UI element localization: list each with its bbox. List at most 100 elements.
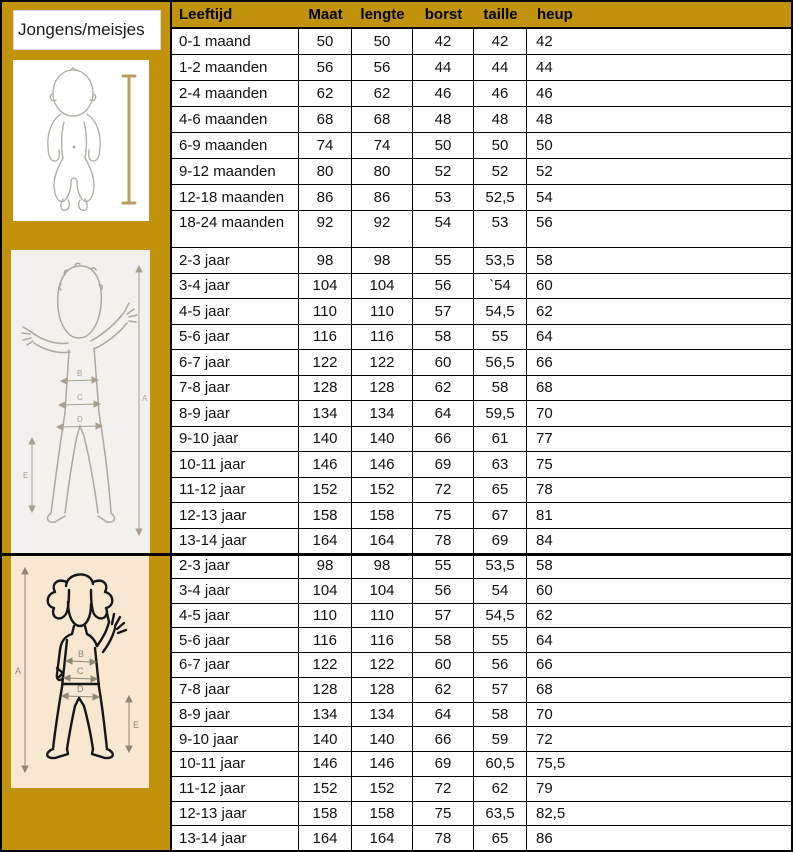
value-cell: 78 <box>413 528 474 553</box>
value-cell: 72 <box>413 477 474 502</box>
table-row: 4-5 jaar 110 110 57 54,5 62 <box>172 299 791 325</box>
value-cell: 56 <box>299 54 352 80</box>
table-section-girls: 2-3 jaar 98 98 55 53,5 58 3-4 jaar 104 104 56 54 60… <box>172 554 791 850</box>
value-cell: 75 <box>413 503 474 528</box>
value-cell: 62 <box>299 80 352 106</box>
value-cell: 98 <box>299 554 352 578</box>
value-cell: 66 <box>536 656 553 674</box>
value-cell: 140 <box>299 426 352 451</box>
value-cell: 52 <box>536 162 553 180</box>
value-cell: 62 <box>413 375 474 400</box>
value-cell: 56 <box>536 213 553 231</box>
table-row: 7-8 jaar 128 128 62 58 68 <box>172 375 791 401</box>
value-cell: 110 <box>299 299 352 324</box>
value-cell: 64 <box>536 631 553 649</box>
value-cell: 104 <box>299 273 352 298</box>
age-cell: 7-8 jaar <box>172 677 299 702</box>
boy-measure-label-e: E <box>23 471 28 480</box>
value-cell: 140 <box>299 727 352 751</box>
age-cell: 18-24 maanden <box>172 210 299 247</box>
age-cell: 4-6 maanden <box>172 106 299 132</box>
value-cell: 82,5 <box>536 804 566 822</box>
value-cell: 46 <box>474 80 527 106</box>
value-cell: 122 <box>299 653 352 677</box>
value-cell: 70 <box>536 404 553 422</box>
age-cell: 12-13 jaar <box>172 503 299 528</box>
value-cell: 65 <box>474 826 527 850</box>
value-cell: 152 <box>299 776 352 801</box>
table-row: 2-4 maanden 62 62 46 46 46 <box>172 80 791 107</box>
value-cell: 80 <box>352 158 413 184</box>
value-cell: 146 <box>299 452 352 477</box>
value-cell: 164 <box>352 528 413 553</box>
value-cell: 50 <box>413 132 474 158</box>
value-cell: 86 <box>536 829 553 847</box>
value-cell: 62 <box>536 606 553 624</box>
value-cell: 86 <box>299 184 352 210</box>
value-cell: 92 <box>299 210 352 247</box>
value-cell: 158 <box>299 503 352 528</box>
value-cell: 110 <box>352 603 413 628</box>
value-cell: 134 <box>299 702 352 727</box>
value-cell: 59 <box>474 727 527 751</box>
table-row: 18-24 maanden 92 92 54 53 56 <box>172 210 791 248</box>
value-cell: 52 <box>413 158 474 184</box>
value-cell: 158 <box>299 801 352 826</box>
value-cell: 75,5 <box>536 755 566 773</box>
value-cell: 50 <box>352 29 413 54</box>
value-cell: 59,5 <box>474 401 527 426</box>
value-cell: 110 <box>352 299 413 324</box>
column-header-heup: heup <box>537 6 573 23</box>
value-cell: 58 <box>536 251 553 269</box>
age-cell: 5-6 jaar <box>172 628 299 652</box>
value-cell: 64 <box>413 702 474 727</box>
table-row: 3-4 jaar 104 104 56 54 60 <box>172 578 791 604</box>
table-row: 0-1 maand 50 50 42 42 42 <box>172 29 791 55</box>
value-cell: 42 <box>536 32 553 50</box>
value-cell: 74 <box>352 132 413 158</box>
girl-measure-label-b: B <box>78 649 84 659</box>
table-row: 2-3 jaar 98 98 55 53,5 58 <box>172 554 791 579</box>
baby-figure-image <box>13 60 149 221</box>
age-cell: 7-8 jaar <box>172 375 299 400</box>
value-cell: 58 <box>474 375 527 400</box>
girl-measure-label-c: C <box>77 666 84 676</box>
value-cell: 80 <box>299 158 352 184</box>
value-cell: 56 <box>413 273 474 298</box>
value-cell: 78 <box>413 826 474 850</box>
value-cell: 48 <box>474 106 527 132</box>
table-row: 11-12 jaar 152 152 72 65 78 <box>172 477 791 503</box>
value-cell: 56 <box>352 54 413 80</box>
value-cell: 56 <box>474 653 527 677</box>
value-cell: 54,5 <box>474 299 527 324</box>
value-cell: 152 <box>299 477 352 502</box>
age-cell: 0-1 maand <box>172 29 299 54</box>
age-cell: 9-10 jaar <box>172 727 299 751</box>
value-cell: 152 <box>352 477 413 502</box>
value-cell: 72 <box>413 776 474 801</box>
sidebar: Jongens/meisjes <box>2 2 172 850</box>
boy-measure-label-b: B <box>77 369 82 378</box>
boy-measure-label-c: C <box>77 393 83 402</box>
value-cell: 75 <box>536 455 553 473</box>
value-cell: 53 <box>474 210 527 247</box>
age-cell: 2-4 maanden <box>172 80 299 106</box>
column-header-maat: Maat <box>308 6 343 23</box>
table-row: 6-7 jaar 122 122 60 56 66 <box>172 653 791 678</box>
value-cell: 60 <box>413 653 474 677</box>
value-cell: 62 <box>474 776 527 801</box>
value-cell: 81 <box>536 506 553 524</box>
age-cell: 4-5 jaar <box>172 603 299 628</box>
value-cell: 128 <box>352 375 413 400</box>
age-cell: 3-4 jaar <box>172 273 299 298</box>
value-cell: 57 <box>474 677 527 702</box>
table-row: 5-6 jaar 116 116 58 55 64 <box>172 628 791 653</box>
value-cell: 158 <box>352 503 413 528</box>
gender-label: Jongens/meisjes <box>18 20 145 39</box>
value-cell: 122 <box>299 350 352 375</box>
table-row: 9-10 jaar 140 140 66 59 72 <box>172 727 791 752</box>
value-cell: 50 <box>299 29 352 54</box>
table-row: 8-9 jaar 134 134 64 59,5 70 <box>172 401 791 427</box>
table-row: 6-7 jaar 122 122 60 56,5 66 <box>172 350 791 376</box>
